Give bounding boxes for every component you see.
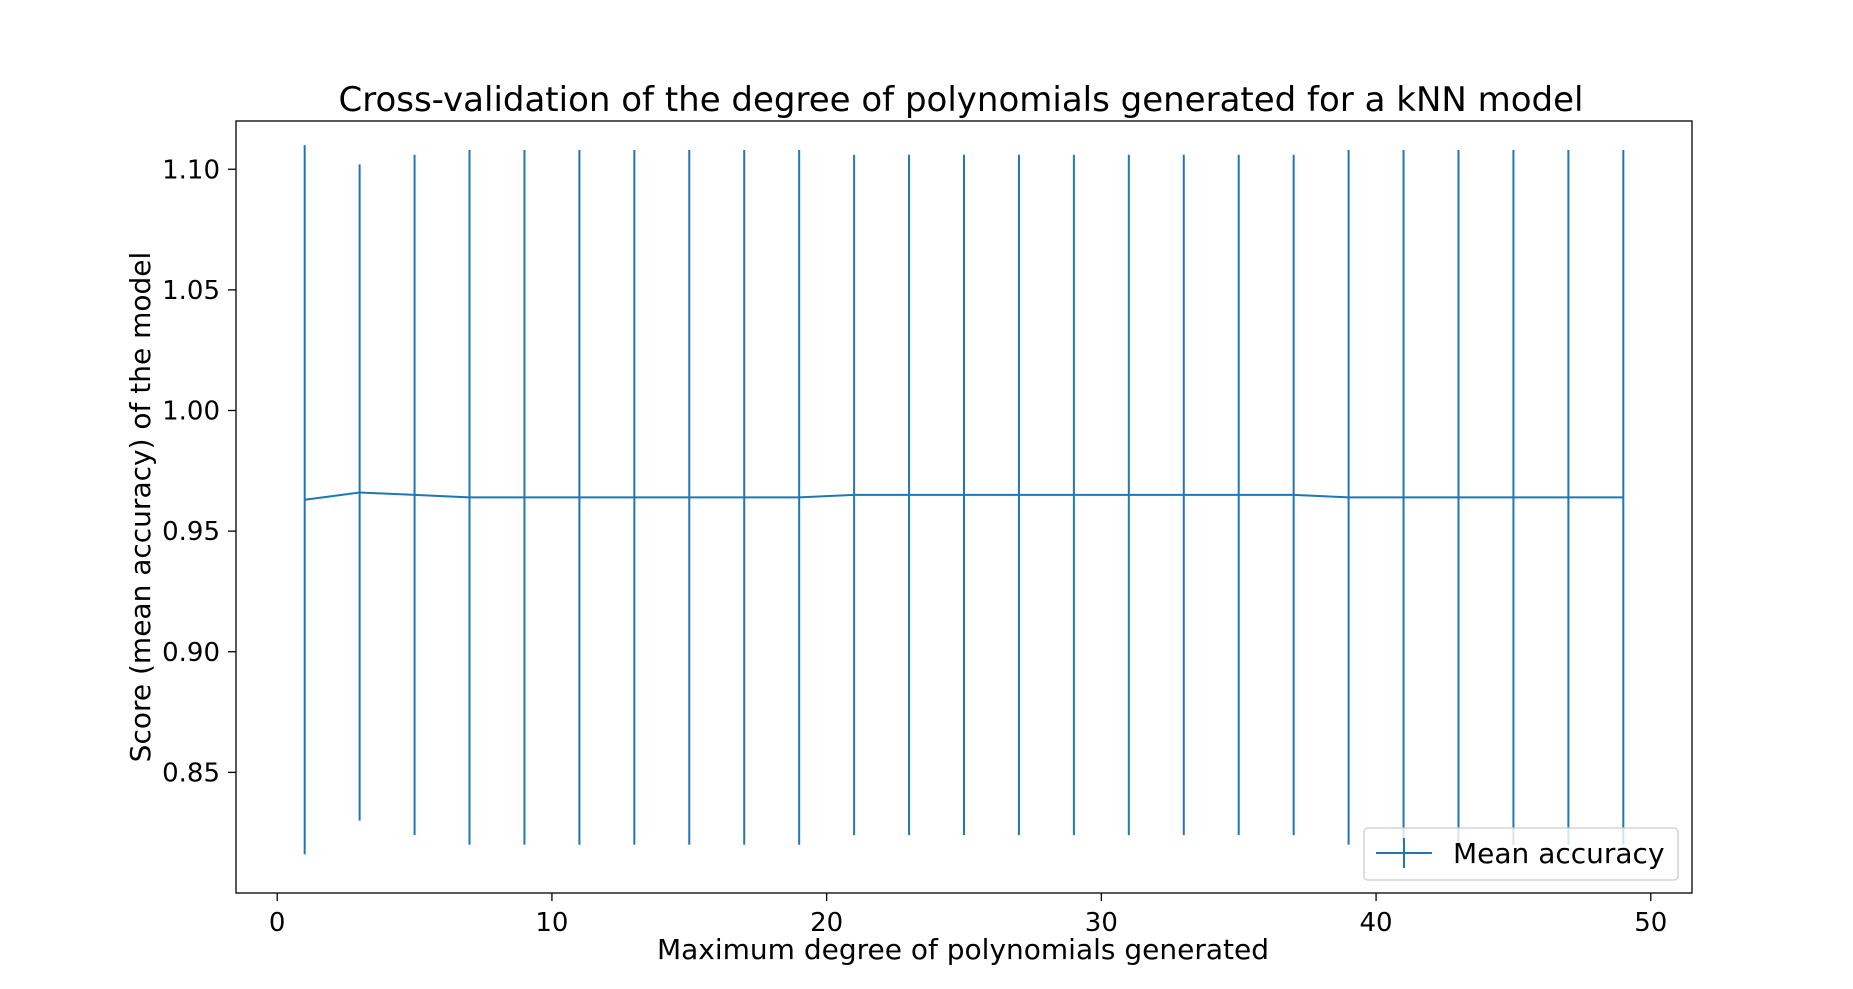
x-axis: 0 10 20 30 40 50 [269, 893, 1667, 938]
y-axis-title: Score (mean accuracy) of the model [124, 252, 157, 763]
error-bars [303, 145, 1625, 855]
y-axis: 0.85 0.90 0.95 1.00 1.05 1.10 [162, 155, 236, 788]
x-tick-label: 0 [269, 908, 286, 938]
x-tick-label: 40 [1360, 908, 1393, 938]
x-axis-title: Maximum degree of polynomials generated [657, 933, 1269, 966]
chart-title: Cross-validation of the degree of polyno… [338, 80, 1583, 120]
legend-frame [1363, 827, 1679, 881]
plot-frame [235, 120, 1693, 894]
y-tick-label: 0.85 [162, 758, 220, 788]
y-tick-label: 1.05 [162, 276, 220, 306]
y-tick-label: 0.90 [162, 638, 220, 668]
x-tick-label: 30 [1085, 908, 1118, 938]
x-tick-label: 10 [535, 908, 568, 938]
x-tick-label: 20 [810, 908, 843, 938]
series-line-mean-accuracy [304, 491, 1624, 501]
x-tick-label: 50 [1634, 908, 1667, 938]
legend: Mean accuracy [1363, 827, 1679, 881]
y-tick-label: 1.00 [162, 397, 220, 427]
plot-area [235, 120, 1693, 894]
y-tick-label: 1.10 [162, 155, 220, 185]
legend-label-mean-accuracy: Mean accuracy [1453, 837, 1665, 870]
y-tick-label: 0.95 [162, 517, 220, 547]
